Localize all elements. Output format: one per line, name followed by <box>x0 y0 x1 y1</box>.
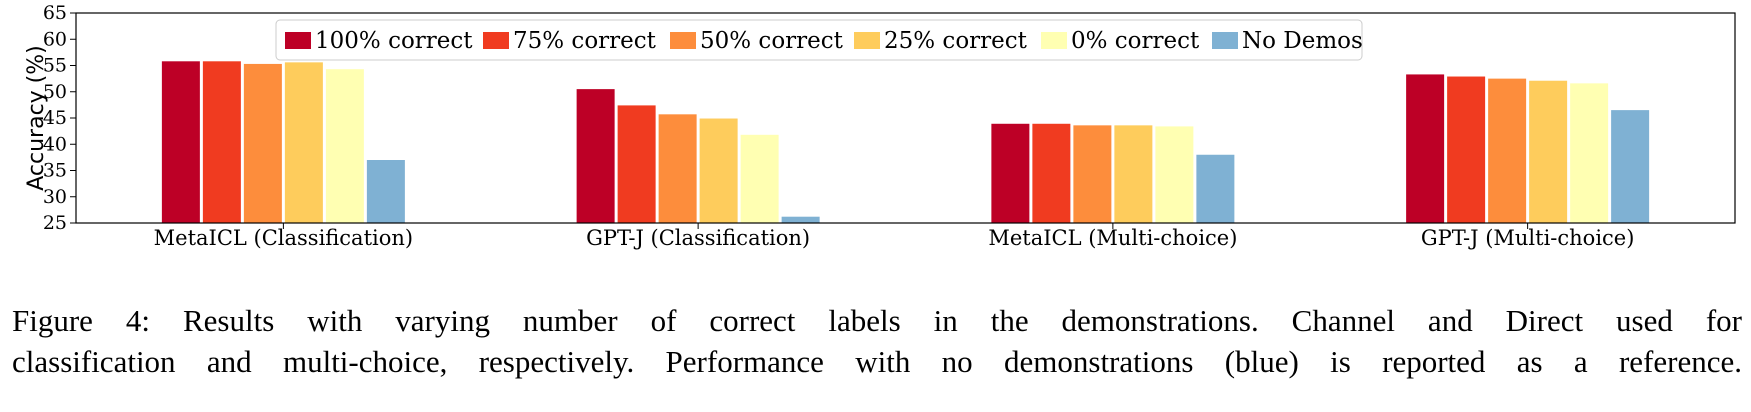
y-tick-label: 35 <box>43 160 67 182</box>
legend-label: 25% correct <box>884 28 1028 54</box>
legend-swatch <box>483 32 509 49</box>
y-tick-label: 55 <box>43 55 67 77</box>
y-tick-label: 50 <box>43 81 67 103</box>
bar-chart: Accuracy (%) 25 30 35 40 45 50 55 60 65 MetaICL … <box>24 2 1736 250</box>
bar <box>325 69 364 223</box>
legend-swatch <box>1212 32 1238 49</box>
legend-swatch <box>670 32 696 49</box>
caption-line-1: Figure 4: Results with varying number of… <box>12 303 1742 338</box>
bar <box>658 114 697 223</box>
bar <box>1155 126 1194 223</box>
bar <box>243 63 282 223</box>
x-category-label: GPT-J (Multi-choice) <box>1421 226 1635 250</box>
bar <box>699 118 738 223</box>
x-axis-categories: MetaICL (Classification) GPT-J (Classific… <box>154 223 1635 250</box>
x-category-label: MetaICL (Multi-choice) <box>988 226 1237 250</box>
bar <box>1073 125 1112 223</box>
bar <box>781 216 820 223</box>
legend-swatch <box>854 32 880 49</box>
legend-label: 75% correct <box>513 28 657 54</box>
bar <box>161 61 200 223</box>
bar <box>202 61 241 223</box>
x-category-label: MetaICL (Classification) <box>154 226 413 250</box>
bar <box>1114 125 1153 223</box>
bar <box>740 134 779 223</box>
legend-swatch <box>1041 32 1067 49</box>
y-tick-label: 40 <box>43 133 67 155</box>
legend: 100% correct 75% correct 50% correct 25% co… <box>275 19 1363 61</box>
bar <box>1406 74 1445 223</box>
bar <box>1488 78 1527 223</box>
y-tick-label: 30 <box>43 186 67 208</box>
bar <box>1611 110 1650 223</box>
bar <box>1447 76 1486 224</box>
bar <box>1529 80 1568 223</box>
legend-label: No Demos <box>1242 28 1363 54</box>
y-tick-label: 60 <box>43 28 67 50</box>
bar <box>1032 123 1071 223</box>
bars <box>161 61 1650 224</box>
caption-line-2: classification and multi-choice, respect… <box>12 344 1742 379</box>
y-tick-label: 65 <box>43 2 67 24</box>
legend-swatch <box>285 32 311 49</box>
bar <box>991 123 1030 223</box>
figure-caption: Figure 4: Results with varying number of… <box>12 300 1742 382</box>
legend-box <box>275 19 1363 61</box>
y-axis-label: Accuracy (%) <box>24 45 49 191</box>
bar <box>1570 83 1609 223</box>
bar <box>1196 154 1235 223</box>
x-category-label: GPT-J (Classification) <box>586 226 810 250</box>
bar <box>617 105 656 223</box>
y-axis-ticks: 25 30 35 40 45 50 55 60 65 <box>43 2 76 234</box>
legend-label: 50% correct <box>700 28 844 54</box>
legend-label: 100% correct <box>315 28 473 54</box>
bar <box>576 89 615 223</box>
y-tick-label: 25 <box>43 212 67 234</box>
y-tick-label: 45 <box>43 107 67 129</box>
plot-frame <box>75 12 1736 224</box>
bar <box>284 62 323 223</box>
legend-label: 0% correct <box>1071 28 1200 54</box>
bar <box>366 160 405 223</box>
